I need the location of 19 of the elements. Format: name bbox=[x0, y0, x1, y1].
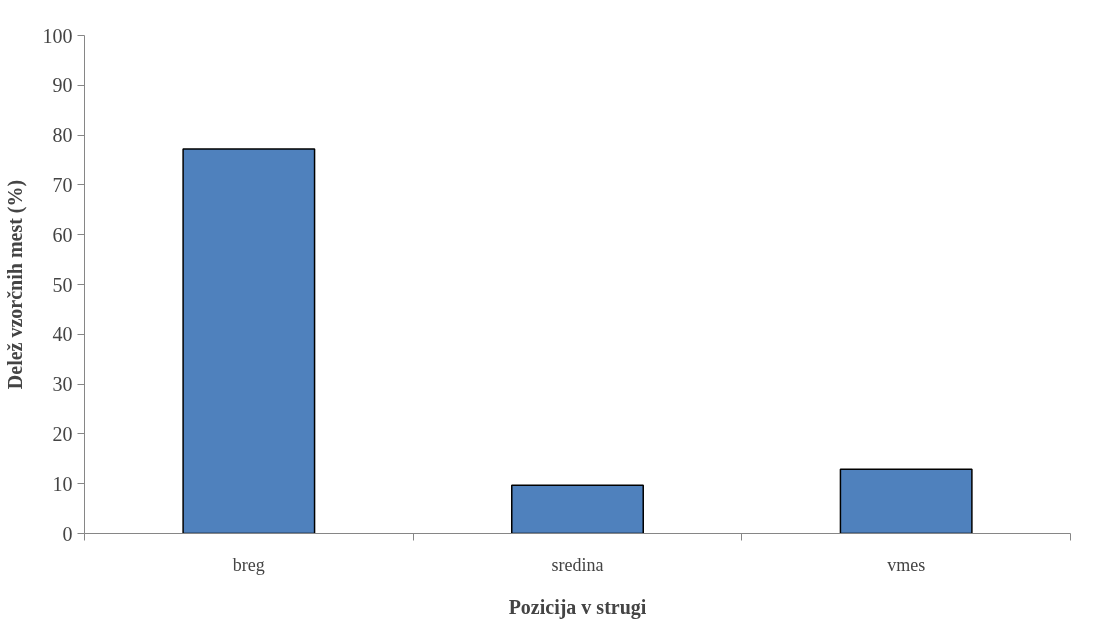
y-tick-label: 60 bbox=[52, 223, 73, 246]
x-tick-label: vmes bbox=[887, 554, 926, 575]
bar bbox=[839, 468, 973, 534]
x-axis-title: Pozicija v strugi bbox=[508, 595, 647, 619]
y-tick-label: 100 bbox=[42, 24, 73, 47]
x-tick-label: breg bbox=[232, 554, 265, 575]
y-tick-label: 0 bbox=[62, 522, 73, 545]
y-tick-label: 10 bbox=[52, 472, 73, 495]
y-tick-label: 90 bbox=[52, 74, 73, 97]
x-tick-label: sredina bbox=[551, 554, 604, 575]
y-tick-label: 30 bbox=[52, 373, 73, 396]
y-tick-label: 40 bbox=[52, 323, 73, 346]
bar bbox=[182, 148, 316, 534]
y-tick-label: 70 bbox=[52, 173, 73, 196]
bar bbox=[511, 484, 644, 534]
y-tick-label: 80 bbox=[52, 124, 73, 147]
y-tick-label: 50 bbox=[52, 273, 73, 296]
y-tick-label: 20 bbox=[52, 422, 73, 445]
y-axis-title: Delež vzorčnih mest (%) bbox=[3, 179, 27, 390]
